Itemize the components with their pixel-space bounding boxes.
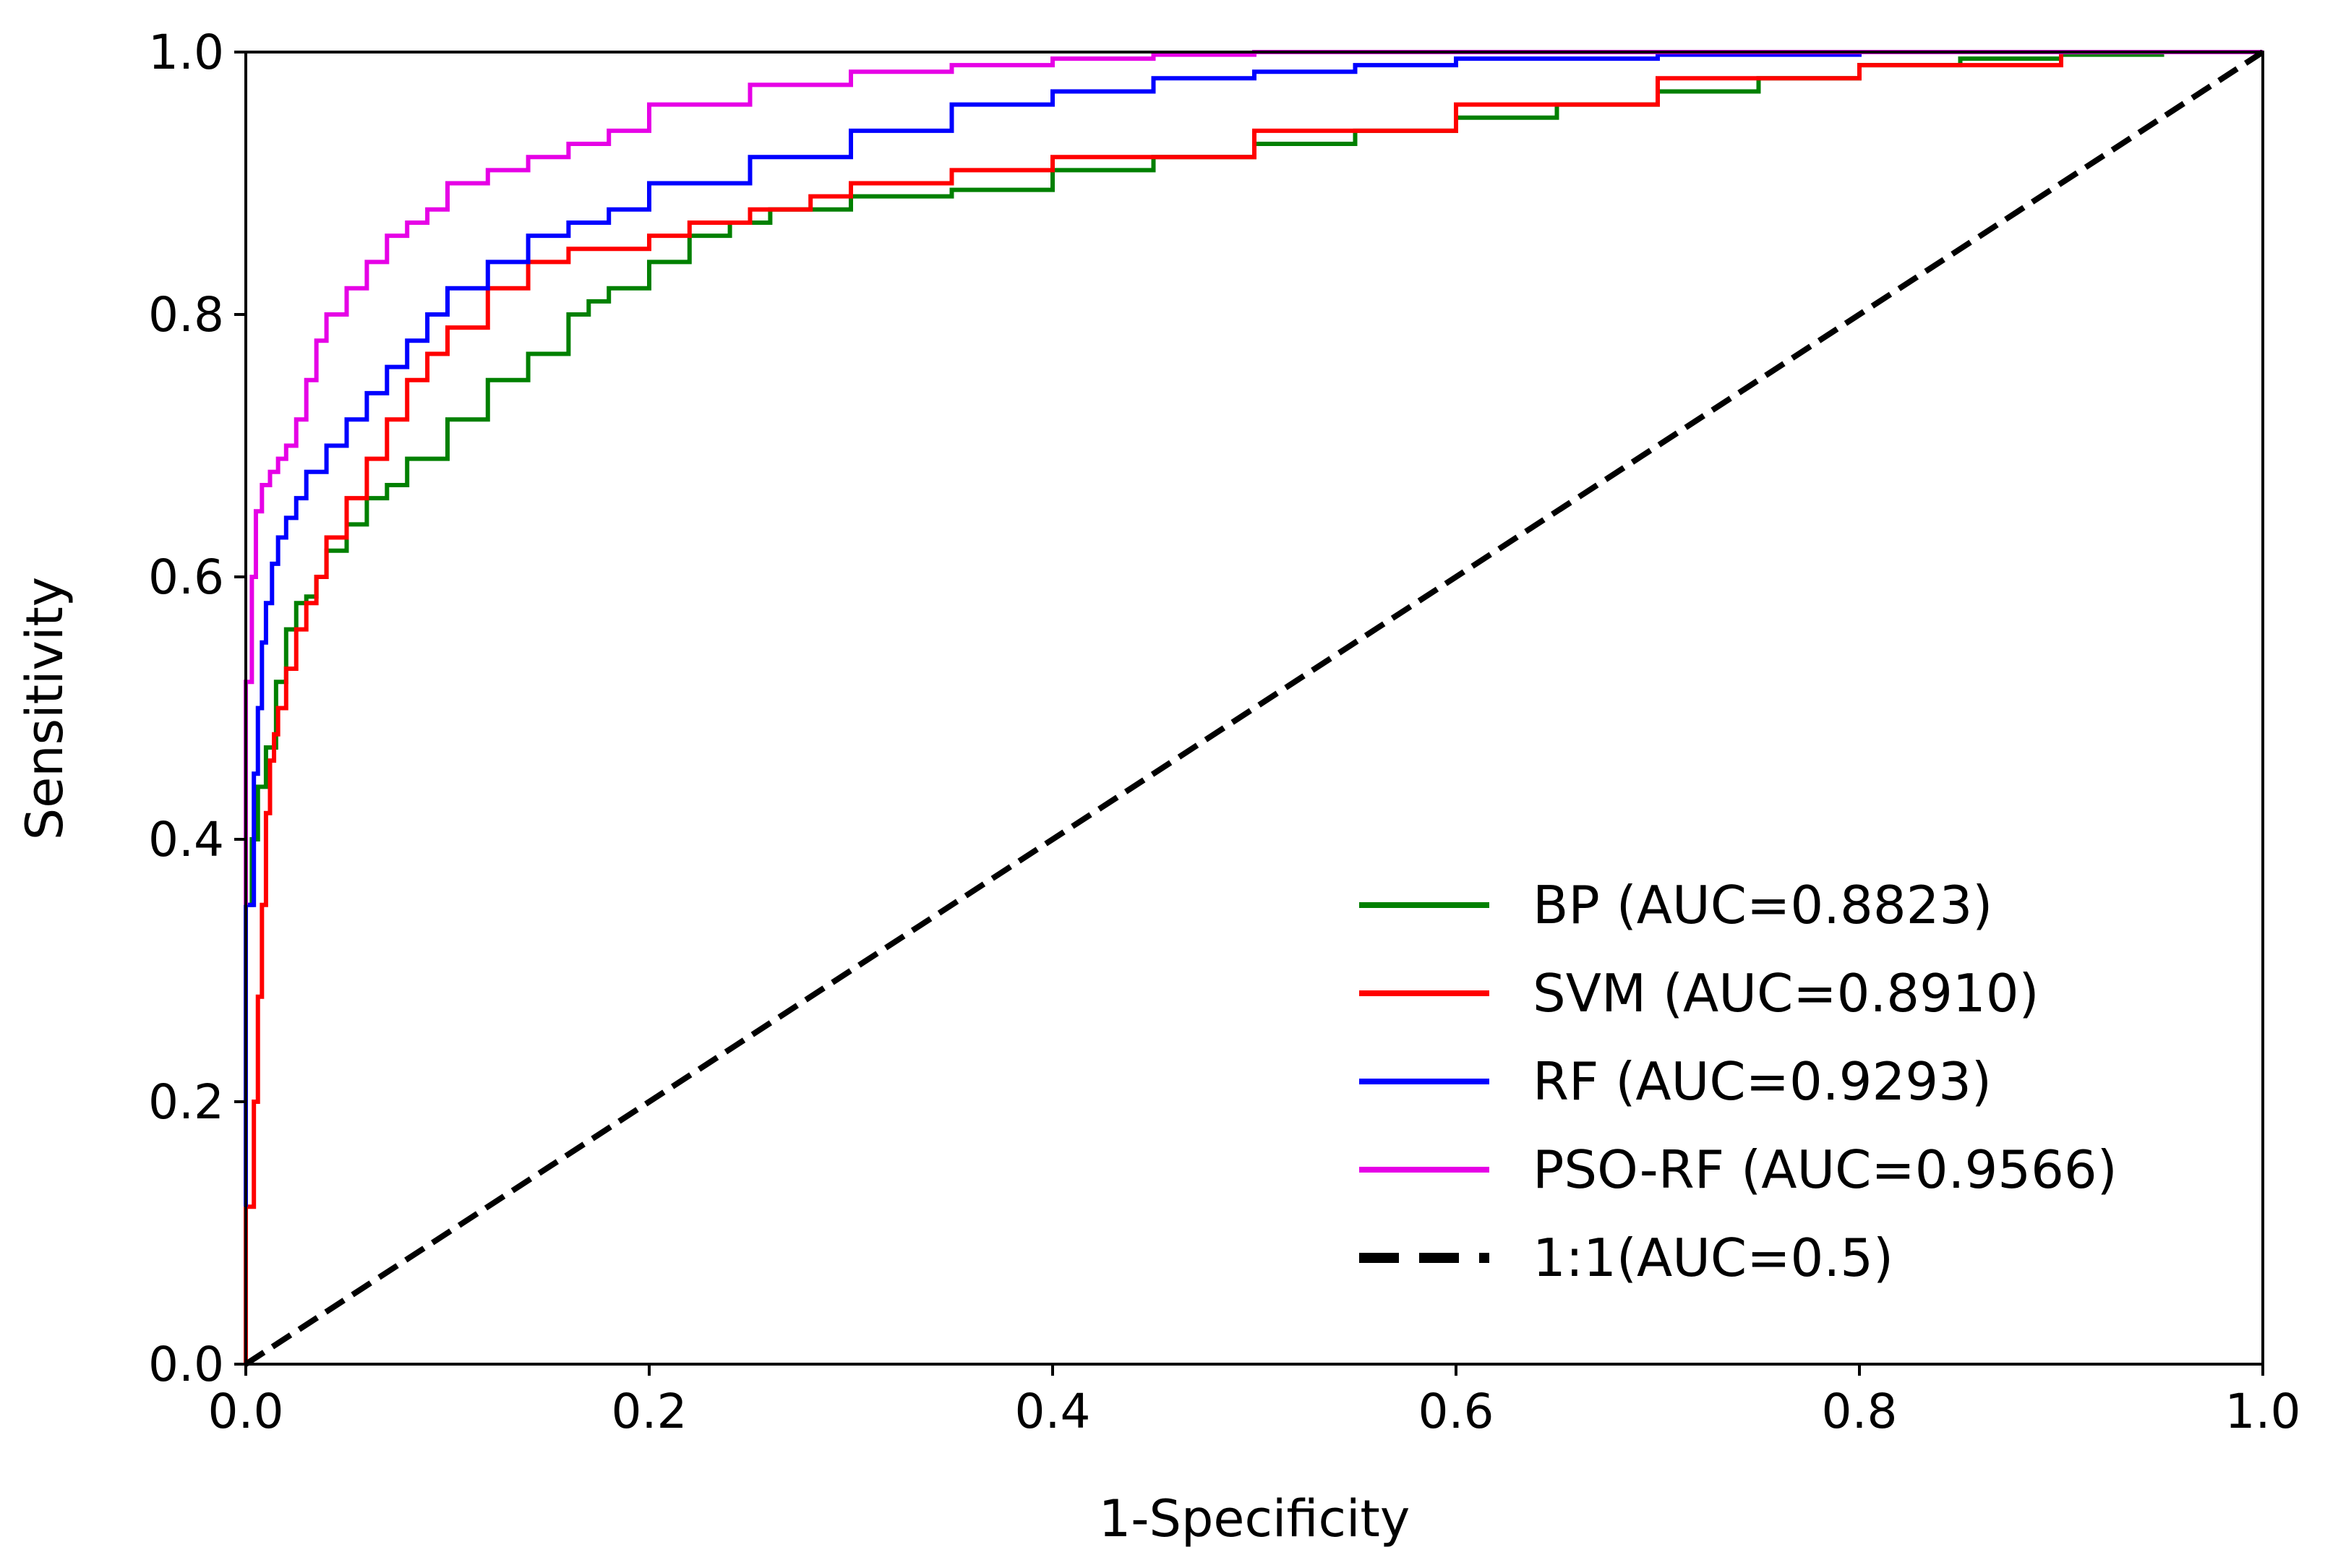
series-line-4 [244,49,2265,1367]
series-line-1 [244,50,2263,1364]
plot-frame [244,51,2264,1366]
legend-label-0: BP (AUC=0.8823) [1533,875,1992,935]
y-tick-label-0: 0.0 [148,1337,224,1392]
y-tick-label-1: 0.2 [148,1074,224,1130]
y-tick-label-3: 0.6 [148,549,224,605]
x-tick-label-1: 0.2 [612,1384,688,1439]
ticks-layer: 0.0 0.2 0.4 0.6 0.8 1.0 0.0 0.2 0.4 0.6 0.8 1.0 [148,25,2300,1439]
x-axis-title: 1-Specificity [1099,1489,1410,1548]
y-axis-title: Sensitivity [15,577,74,840]
series-line-2 [244,50,2263,1207]
x-tick-label-4: 0.8 [1822,1384,1898,1439]
series-line-3 [244,50,2263,905]
x-tick-label-2: 0.4 [1015,1384,1091,1439]
legend: BP (AUC=0.8823) SVM (AUC=0.8910) RF (AUC=0… [1359,875,2118,1288]
series-layer [244,49,2265,1367]
x-tick-label-3: 0.6 [1418,1384,1494,1439]
x-tick-label-5: 1.0 [2225,1384,2301,1439]
y-tick-label-5: 1.0 [148,25,224,80]
legend-label-4: 1:1(AUC=0.5) [1533,1228,1893,1288]
legend-label-1: SVM (AUC=0.8910) [1533,963,2039,1024]
legend-label-3: PSO-RF (AUC=0.9566) [1533,1139,2118,1200]
y-tick-label-2: 0.4 [148,812,224,867]
y-tick-label-4: 0.8 [148,287,224,343]
x-tick-label-0: 0.0 [208,1384,284,1439]
legend-label-2: RF (AUC=0.9293) [1533,1051,1992,1112]
